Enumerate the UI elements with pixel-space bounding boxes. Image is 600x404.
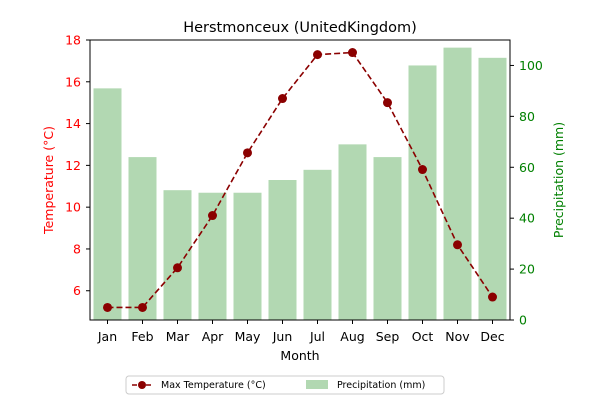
right-tick-label: 60 [519,160,535,175]
x-tick-label: Sep [376,329,400,344]
x-tick-label: Aug [340,329,364,344]
precipitation-bar-sep [373,157,402,320]
temperature-point-may [243,148,252,158]
x-tick-label: Apr [202,329,224,344]
x-tick-label: Mar [166,329,190,344]
legend-bar-swatch [306,380,328,389]
precipitation-bar-feb [128,157,157,320]
temperature-point-sep [383,98,392,108]
x-axis-label: Month [280,348,319,363]
temperature-point-nov [453,240,462,250]
left-tick-label: 6 [73,283,81,298]
precipitation-bar-dec [478,57,507,321]
precipitation-bar-jul [303,169,332,320]
precipitation-bar-may [233,192,262,320]
chart-title: Herstmonceux (UnitedKingdom) [183,20,417,36]
temperature-point-feb [138,302,147,312]
x-tick-label: Jun [272,329,293,344]
plot-frame [89,39,511,321]
x-tick-label: Jan [97,329,117,344]
temperature-point-jun [278,94,287,104]
right-tick-label: 0 [519,313,527,328]
legend: Max Temperature (°C) Precipitation (mm) [125,375,445,395]
precipitation-bar-nov [443,47,472,321]
axis-ticks: Jan Feb Mar Apr May Jun Jul Aug Sep Oct Nov Dec 6 8 10… [65,33,543,345]
legend-box [125,375,445,395]
precipitation-bar-mar [163,190,192,320]
left-tick-label: 8 [73,241,81,256]
temperature-point-jul [313,50,322,60]
right-tick-label: 80 [519,109,535,124]
temperature-point-apr [208,211,217,221]
precipitation-bar-oct [408,65,437,320]
left-axis-label: Temperature (°C) [41,126,56,235]
x-tick-label: Feb [131,329,153,344]
right-tick-label: 100 [519,58,543,73]
temperature-line [103,48,497,312]
precipitation-bar-jan [93,88,122,320]
x-tick-label: Jul [309,329,325,344]
x-tick-label: May [235,329,261,344]
temperature-point-mar [173,263,182,273]
left-tick-label: 16 [65,74,81,89]
precipitation-bar-aug [338,144,367,320]
left-tick-label: 14 [65,116,81,131]
temperature-line-path [107,51,494,309]
temperature-point-aug [348,48,357,58]
temperature-point-dec [488,292,497,302]
left-tick-label: 18 [65,33,81,48]
right-axis-label: Precipitation (mm) [551,122,566,238]
precipitation-bar-jun [268,180,297,320]
precipitation-bars [93,47,507,321]
temperature-point-oct [418,165,427,175]
x-tick-label: Dec [480,329,504,344]
legend-label-precipitation: Precipitation (mm) [337,380,425,391]
temperature-point-jan [103,302,112,312]
axes-frame [89,39,511,321]
right-tick-label: 40 [519,211,535,226]
legend-marker-swatch [138,381,146,389]
right-tick-label: 20 [519,262,535,277]
x-tick-label: Oct [412,329,434,344]
left-tick-label: 12 [65,158,81,173]
legend-label-temperature: Max Temperature (°C) [161,380,266,391]
x-tick-label: Nov [445,329,470,344]
left-tick-label: 10 [65,200,81,215]
